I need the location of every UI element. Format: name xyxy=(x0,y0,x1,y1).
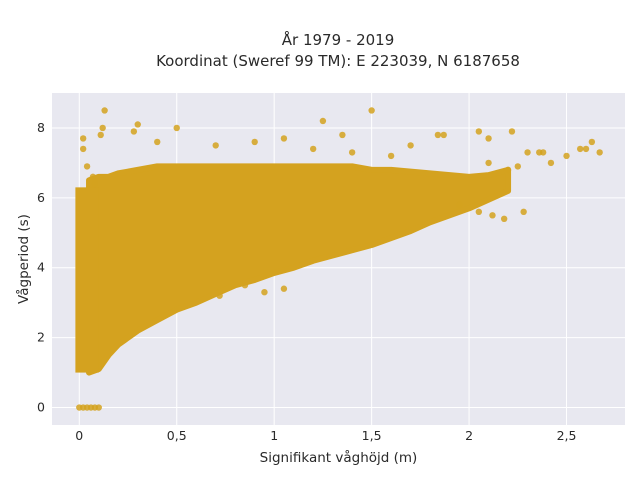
scatter-point xyxy=(524,149,531,156)
scatter-point xyxy=(173,124,180,132)
scatter-point xyxy=(280,285,288,292)
x-tick-label: 1 xyxy=(270,428,278,443)
y-tick-label: 6 xyxy=(37,190,45,205)
scatter-point xyxy=(456,201,463,209)
scatter-point xyxy=(596,149,603,156)
scatter-point xyxy=(563,152,570,160)
scatter-point xyxy=(434,131,442,139)
scatter-point xyxy=(407,142,414,149)
scatter-point xyxy=(79,145,87,153)
scatter-point xyxy=(475,128,483,135)
x-tick-label: 0,5 xyxy=(167,428,187,443)
scatter-point xyxy=(101,107,108,114)
scatter-point xyxy=(547,159,555,167)
scatter-point xyxy=(319,117,327,125)
scatter-point xyxy=(500,215,508,223)
y-axis-label: Vågperiod (s) xyxy=(15,214,32,304)
scatter-point xyxy=(504,166,512,174)
scatter-point xyxy=(280,135,288,142)
scatter-point xyxy=(130,128,138,135)
scatter-point xyxy=(97,131,104,139)
scatter-point xyxy=(309,145,317,153)
scatter-points xyxy=(75,107,603,411)
scatter-point xyxy=(348,149,356,156)
scatter-point xyxy=(99,124,106,132)
chart-title-line-2: Koordinat (Sweref 99 TM): E 223039, N 61… xyxy=(156,52,520,70)
x-tick-label: 0 xyxy=(75,428,83,443)
scatter-point xyxy=(251,138,258,146)
scatter-point xyxy=(520,208,527,216)
scatter-point xyxy=(485,135,492,142)
scatter-point xyxy=(154,138,161,146)
grid-lines xyxy=(52,93,625,425)
y-tick-label: 8 xyxy=(37,120,45,135)
scatter-point xyxy=(134,121,141,128)
scatter-point xyxy=(576,145,584,153)
scatter-point xyxy=(216,292,223,299)
scatter-point xyxy=(588,138,596,146)
scatter-point xyxy=(241,282,249,289)
scatter-density-band xyxy=(86,163,512,376)
scatter-point xyxy=(475,208,483,216)
scatter-point xyxy=(387,152,395,160)
x-axis-ticks: 0 0,5 1 1,5 2 2,5 xyxy=(75,428,576,443)
scatter-point xyxy=(489,212,496,219)
scatter-point xyxy=(536,149,543,156)
scatter-point xyxy=(83,163,91,170)
y-tick-label: 4 xyxy=(37,260,45,275)
scatter-point xyxy=(514,163,522,170)
scatter-point xyxy=(79,135,87,142)
scatter-point xyxy=(212,142,219,149)
scatter-point xyxy=(485,159,492,167)
scatter-point xyxy=(508,128,516,135)
y-tick-label: 2 xyxy=(37,330,45,345)
scatter-point xyxy=(368,107,375,114)
scatter-point xyxy=(261,289,268,296)
scatter-point xyxy=(89,173,97,181)
scatter-point xyxy=(582,145,590,153)
scatter-point xyxy=(91,180,99,188)
y-tick-label: 0 xyxy=(37,400,45,415)
chart-title: År 1979 - 2019 Koordinat (Sweref 99 TM):… xyxy=(0,30,640,72)
x-tick-label: 1,5 xyxy=(362,428,382,443)
scatter-low-hs-column xyxy=(75,187,99,373)
scatter-point xyxy=(339,131,346,139)
scatter-point xyxy=(440,131,447,139)
scatter-point xyxy=(95,404,102,411)
x-axis-label: Signifikant våghöjd (m) xyxy=(260,449,418,466)
y-axis-ticks: 0 2 4 6 8 xyxy=(37,120,45,415)
chart-title-line-1: År 1979 - 2019 xyxy=(281,31,395,49)
x-tick-label: 2,5 xyxy=(557,428,577,443)
x-tick-label: 2 xyxy=(465,428,473,443)
